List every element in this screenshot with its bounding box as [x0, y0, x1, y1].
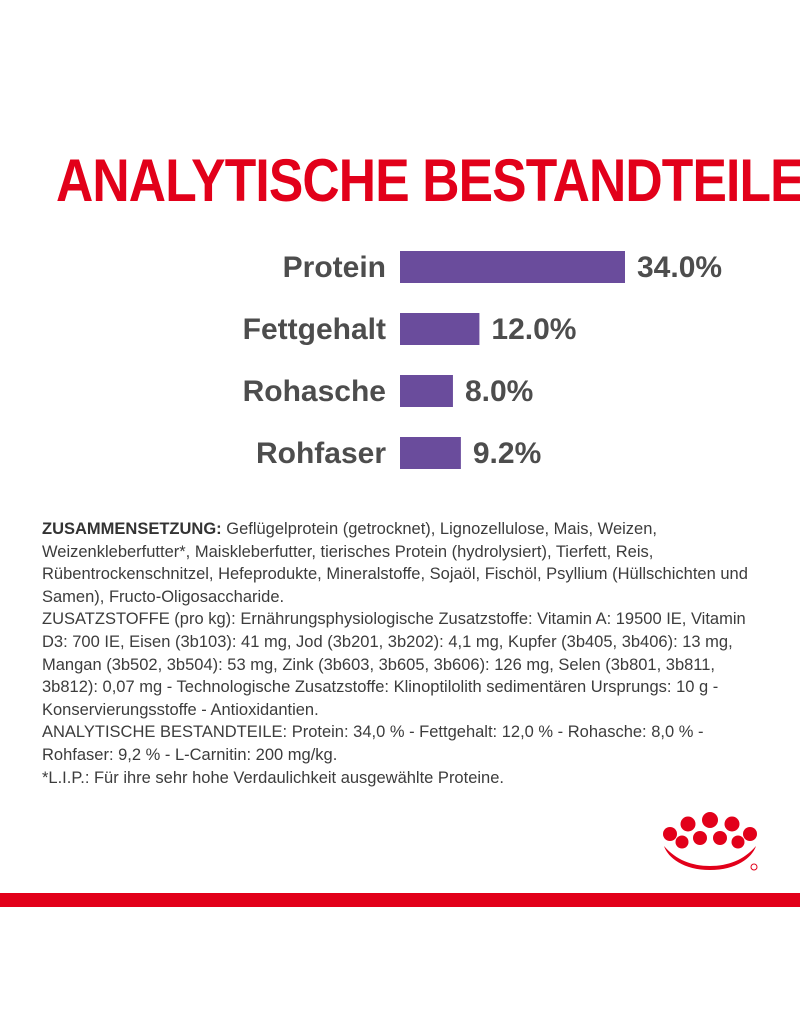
royal-canin-crown-icon	[663, 812, 758, 871]
bar-fettgehalt	[400, 313, 480, 345]
footnote-paragraph: *L.I.P.: Für ihre sehr hohe Verdaulichke…	[42, 768, 504, 787]
additives-paragraph: ZUSATZSTOFFE (pro kg): Ernährungsphysiol…	[42, 610, 746, 719]
nutrient-bar-chart: Protein 34.0% Fettgehalt 12.0% Rohasche 8.0% R…	[243, 251, 722, 470]
composition-text: ZUSAMMENSETZUNG: Geflügelprotein (getroc…	[42, 518, 772, 789]
value-label: 34.0%	[637, 251, 722, 284]
value-label: 9.2%	[473, 437, 541, 470]
page-title: ANALYTISCHE BESTANDTEILE	[56, 147, 800, 214]
value-label: 8.0%	[465, 375, 533, 408]
bar-rohfaser	[400, 437, 461, 469]
category-label: Fettgehalt	[243, 313, 386, 346]
analytical-paragraph: ANALYTISCHE BESTANDTEILE: Protein: 34,0 …	[42, 723, 704, 764]
category-label: Rohasche	[243, 375, 386, 408]
ingredients-text: Geflügelprotein (getrocknet), Lignozellu…	[42, 520, 748, 606]
bar-protein	[400, 251, 625, 283]
bar-rohasche	[400, 375, 453, 407]
value-label: 12.0%	[491, 313, 576, 346]
brand-stripe	[0, 893, 800, 907]
ingredients-paragraph: ZUSAMMENSETZUNG: Geflügelprotein (getroc…	[42, 518, 772, 608]
category-label: Protein	[283, 251, 386, 284]
composition-heading: ZUSAMMENSETZUNG:	[42, 520, 222, 538]
category-label: Rohfaser	[256, 437, 386, 470]
